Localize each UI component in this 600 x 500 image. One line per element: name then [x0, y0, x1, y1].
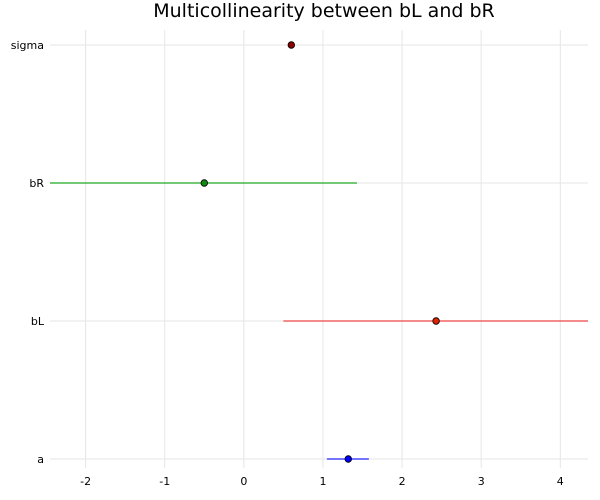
- grid: [50, 30, 588, 468]
- x-tick-label: 1: [319, 475, 326, 488]
- x-tick-label: 4: [557, 475, 564, 488]
- x-tick-label: -1: [159, 475, 170, 488]
- x-tick-label: 3: [478, 475, 485, 488]
- interval-series: [50, 41, 588, 463]
- y-tick-label: bR: [29, 177, 44, 190]
- y-tick-label: a: [37, 453, 44, 466]
- point-estimate-a: [344, 455, 352, 463]
- point-estimate-bR: [200, 179, 208, 187]
- y-tick-label: sigma: [11, 39, 44, 52]
- y-axis-ticks: a bL bR sigma: [11, 39, 45, 466]
- x-tick-label: 2: [399, 475, 406, 488]
- point-estimate-bL: [432, 317, 440, 325]
- point-estimate-sigma: [287, 41, 296, 49]
- x-tick-label: -2: [80, 475, 91, 488]
- chart-title: Multicollinearity between bL and bR: [153, 0, 494, 22]
- x-tick-label: 0: [240, 475, 247, 488]
- y-tick-label: bL: [31, 315, 45, 328]
- x-axis-ticks: -2 -1 0 1 2 3 4: [80, 475, 564, 488]
